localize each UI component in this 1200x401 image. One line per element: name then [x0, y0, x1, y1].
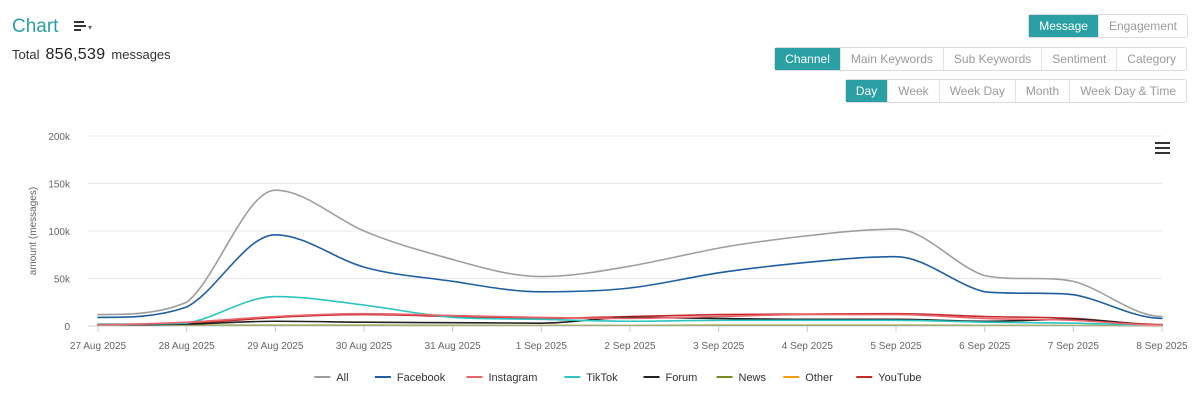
period-toggle: Day Week Week Day Month Week Day & Time: [844, 79, 1187, 103]
period-button-week-day[interactable]: Week Day: [938, 80, 1015, 102]
legend-item-other[interactable]: Other: [783, 372, 833, 384]
series-line-all[interactable]: [97, 189, 1163, 318]
y-tick-label: 150k: [48, 180, 71, 191]
chart-type-dropdown[interactable]: ▾: [74, 20, 92, 34]
x-tick-label: 2 Sep 2025: [604, 341, 656, 352]
group-button-main-keywords[interactable]: Main Keywords: [839, 48, 943, 70]
group-button-sentiment[interactable]: Sentiment: [1041, 48, 1116, 70]
group-toggle: Channel Main Keywords Sub Keywords Senti…: [774, 47, 1187, 71]
metric-button-engagement[interactable]: Engagement: [1097, 15, 1187, 37]
legend-label: Forum: [666, 372, 698, 384]
legend-label: All: [336, 372, 348, 384]
group-button-sub-keywords[interactable]: Sub Keywords: [942, 48, 1041, 70]
group-button-category[interactable]: Category: [1116, 48, 1186, 70]
legend-label: Instagram: [489, 372, 538, 384]
legend-label: TikTok: [586, 372, 618, 384]
x-tick-label: 5 Sep 2025: [870, 341, 922, 352]
x-tick-label: 6 Sep 2025: [959, 341, 1011, 352]
metric-button-message[interactable]: Message: [1029, 15, 1098, 37]
total-count: Total 856,539 messages: [12, 46, 171, 64]
chevron-down-icon: ▾: [88, 22, 93, 32]
page-title: Chart: [12, 16, 59, 37]
y-tick-label: 100k: [48, 227, 71, 238]
series-line-youtube[interactable]: [97, 312, 1163, 326]
metric-toggle: Message Engagement: [1028, 14, 1188, 38]
x-tick-label: 28 Aug 2025: [159, 341, 216, 352]
y-tick-label: 200k: [48, 132, 71, 143]
series-line-tiktok[interactable]: [97, 295, 1163, 327]
y-tick-label: 0: [64, 322, 70, 333]
total-label: Total: [12, 47, 40, 62]
legend-label: YouTube: [878, 372, 921, 384]
legend-label: Other: [805, 372, 833, 384]
y-tick-label: 50k: [54, 275, 71, 286]
legend-item-all[interactable]: All: [314, 372, 349, 384]
chart-menu-icon[interactable]: [1155, 142, 1170, 154]
legend-label: Facebook: [397, 372, 446, 384]
legend-item-instagram[interactable]: Instagram: [466, 372, 538, 384]
legend-item-youtube[interactable]: YouTube: [856, 372, 922, 384]
period-button-month[interactable]: Month: [1014, 80, 1069, 102]
series-line-forum[interactable]: [97, 316, 1163, 327]
legend-item-news[interactable]: News: [716, 372, 767, 384]
legend-item-forum[interactable]: Forum: [643, 372, 698, 384]
legend-item-facebook[interactable]: Facebook: [374, 372, 446, 384]
total-unit: messages: [111, 47, 171, 62]
x-tick-label: 27 Aug 2025: [70, 341, 127, 352]
x-tick-label: 7 Sep 2025: [1048, 341, 1100, 352]
x-tick-label: 30 Aug 2025: [336, 341, 393, 352]
legend-label: News: [739, 372, 767, 384]
series-line-facebook[interactable]: [97, 234, 1163, 320]
period-button-day[interactable]: Day: [845, 80, 888, 102]
series-line-instagram[interactable]: [97, 312, 1163, 326]
x-tick-label: 31 Aug 2025: [425, 341, 482, 352]
group-button-channel[interactable]: Channel: [775, 48, 840, 70]
legend-item-tiktok[interactable]: TikTok: [564, 372, 618, 384]
period-button-week-day-time[interactable]: Week Day & Time: [1069, 80, 1186, 102]
y-axis-label: amount (messages): [28, 187, 39, 275]
bar-chart-icon: [74, 20, 86, 34]
total-value: 856,539: [45, 46, 106, 63]
x-tick-label: 3 Sep 2025: [693, 341, 745, 352]
x-tick-label: 4 Sep 2025: [782, 341, 834, 352]
x-tick-label: 8 Sep 2025: [1136, 341, 1188, 352]
period-button-week[interactable]: Week: [887, 80, 938, 102]
x-tick-label: 29 Aug 2025: [247, 341, 304, 352]
x-tick-label: 1 Sep 2025: [516, 341, 568, 352]
